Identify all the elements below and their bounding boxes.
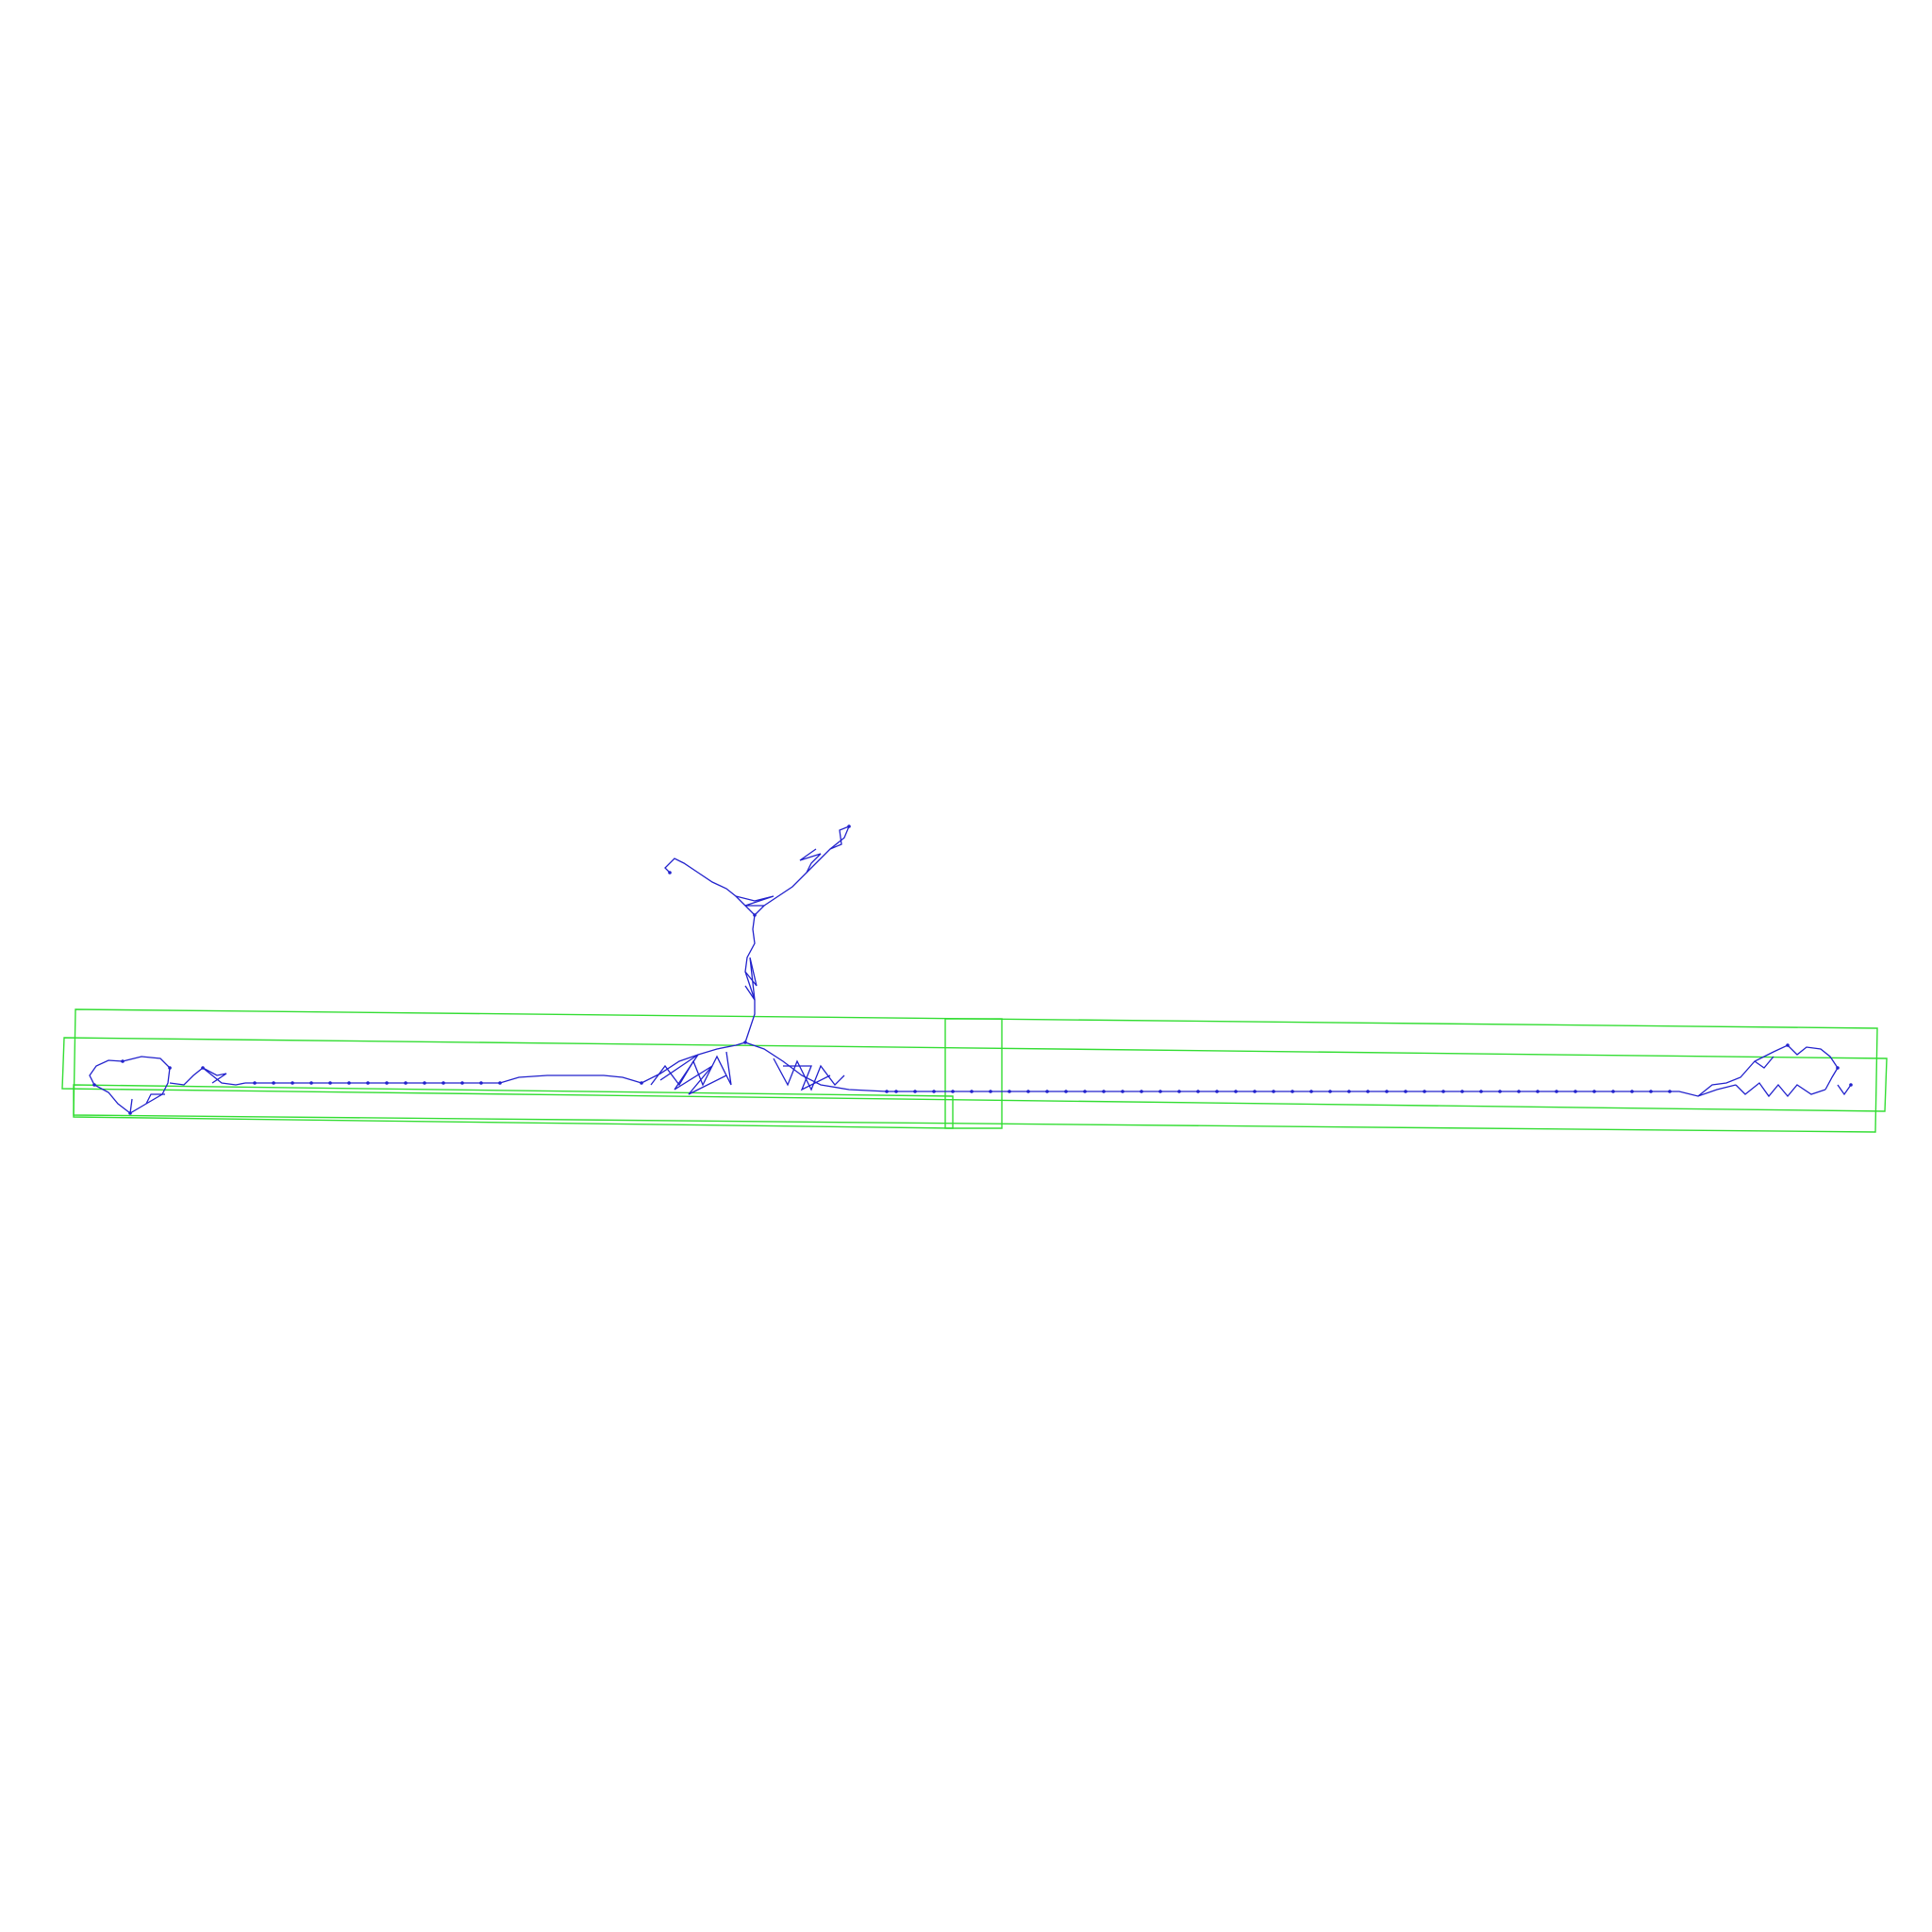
graph-node-16 bbox=[913, 1090, 917, 1093]
graph-edge-12 bbox=[783, 1065, 831, 1091]
graph-edge-10 bbox=[744, 1041, 888, 1092]
graph-node-58 bbox=[168, 1066, 172, 1070]
graph-node-60 bbox=[92, 1083, 96, 1087]
graph-edge-8 bbox=[650, 1051, 732, 1087]
graph-node-20 bbox=[989, 1090, 992, 1093]
graph-edges bbox=[89, 825, 1852, 1114]
graph-node-57 bbox=[121, 1059, 125, 1063]
graph-node-49 bbox=[1536, 1090, 1540, 1093]
graph-node-70 bbox=[885, 1090, 889, 1093]
graph-node-64 bbox=[668, 871, 672, 874]
graph-node-9 bbox=[404, 1081, 408, 1085]
bounding-box-1 bbox=[73, 1008, 1878, 1133]
bounding-box-2 bbox=[61, 1037, 1888, 1112]
graph-node-61 bbox=[201, 1066, 205, 1070]
graph-edge-21 bbox=[754, 825, 850, 916]
graph-nodes bbox=[92, 824, 1853, 1115]
graph-node-45 bbox=[1460, 1090, 1464, 1093]
graph-edge-18 bbox=[744, 914, 756, 1043]
graph-node-21 bbox=[1008, 1090, 1011, 1093]
graph-node-53 bbox=[1611, 1090, 1615, 1093]
graph-node-42 bbox=[1404, 1090, 1407, 1093]
graph-node-13 bbox=[479, 1081, 483, 1085]
graph-node-29 bbox=[1158, 1090, 1162, 1093]
graph-node-14 bbox=[498, 1081, 502, 1085]
graph-edge-4 bbox=[169, 1067, 246, 1086]
graph-edge-3 bbox=[129, 1098, 133, 1114]
graph-node-22 bbox=[1026, 1090, 1030, 1093]
graph-node-38 bbox=[1328, 1090, 1332, 1093]
graph-node-18 bbox=[951, 1090, 955, 1093]
graph-edge-16 bbox=[1754, 1056, 1774, 1069]
graph-node-51 bbox=[1574, 1090, 1577, 1093]
graph-node-67 bbox=[1836, 1066, 1840, 1070]
graph-node-35 bbox=[1272, 1090, 1275, 1093]
graph-node-25 bbox=[1083, 1090, 1087, 1093]
graph-node-34 bbox=[1253, 1090, 1257, 1093]
graph-node-23 bbox=[1045, 1090, 1049, 1093]
graph-node-6 bbox=[347, 1081, 351, 1085]
bounding-box-4 bbox=[73, 1084, 954, 1129]
graph-edge-15 bbox=[1735, 1082, 1826, 1098]
graph-node-10 bbox=[423, 1081, 426, 1085]
graph-node-63 bbox=[753, 913, 757, 917]
graph-node-68 bbox=[1849, 1083, 1853, 1087]
graph-node-5 bbox=[328, 1081, 332, 1085]
graph-node-43 bbox=[1423, 1090, 1426, 1093]
graph-edge-5 bbox=[202, 1067, 227, 1084]
bounding-box-3 bbox=[944, 1018, 1003, 1129]
graph-node-48 bbox=[1517, 1090, 1521, 1093]
graph-edge-14 bbox=[1697, 1044, 1839, 1097]
graph-node-39 bbox=[1347, 1090, 1351, 1093]
graph-node-24 bbox=[1064, 1090, 1068, 1093]
graph-node-47 bbox=[1498, 1090, 1502, 1093]
graph-node-50 bbox=[1555, 1090, 1558, 1093]
graph-node-3 bbox=[291, 1081, 294, 1085]
graph-node-19 bbox=[970, 1090, 974, 1093]
graph-node-12 bbox=[460, 1081, 464, 1085]
graph-node-17 bbox=[932, 1090, 936, 1093]
graph-node-54 bbox=[1630, 1090, 1634, 1093]
graph-node-62 bbox=[743, 1041, 747, 1044]
graph-node-33 bbox=[1234, 1090, 1238, 1093]
graph-node-7 bbox=[366, 1081, 370, 1085]
graph-node-52 bbox=[1592, 1090, 1596, 1093]
graph-node-31 bbox=[1196, 1090, 1200, 1093]
graph-edge-22 bbox=[735, 895, 774, 907]
graph-node-2 bbox=[272, 1081, 275, 1085]
graph-node-11 bbox=[441, 1081, 445, 1085]
graph-node-37 bbox=[1309, 1090, 1313, 1093]
graph-node-32 bbox=[1215, 1090, 1219, 1093]
graph-node-56 bbox=[1668, 1090, 1672, 1093]
graph-node-28 bbox=[1140, 1090, 1143, 1093]
graph-node-46 bbox=[1479, 1090, 1483, 1093]
graph-edge-19 bbox=[744, 957, 758, 1001]
graph-node-26 bbox=[1102, 1090, 1106, 1093]
bounding-boxes bbox=[61, 1008, 1888, 1133]
graph-node-15 bbox=[894, 1090, 898, 1093]
graph-edge-9 bbox=[659, 1054, 727, 1095]
graph-node-8 bbox=[385, 1081, 389, 1085]
graph-node-69 bbox=[640, 1081, 643, 1085]
graph-node-30 bbox=[1177, 1090, 1181, 1093]
graph-node-44 bbox=[1441, 1090, 1445, 1093]
graph-edge-24 bbox=[829, 825, 850, 850]
graph-node-40 bbox=[1366, 1090, 1370, 1093]
graph-edge-17 bbox=[1837, 1084, 1852, 1096]
graph-edge-20 bbox=[664, 858, 756, 916]
graph-edge-11 bbox=[773, 1058, 845, 1091]
graph-node-59 bbox=[128, 1111, 132, 1115]
graph-edge-23 bbox=[799, 848, 822, 874]
graph-node-66 bbox=[1786, 1043, 1790, 1047]
graph-edge-2 bbox=[145, 1093, 165, 1105]
graph-node-27 bbox=[1121, 1090, 1124, 1093]
graph-node-55 bbox=[1649, 1090, 1653, 1093]
graph-node-41 bbox=[1385, 1090, 1389, 1093]
graph-node-4 bbox=[309, 1081, 313, 1085]
graph-node-65 bbox=[847, 824, 851, 828]
graph-node-1 bbox=[253, 1081, 257, 1085]
graph-node-36 bbox=[1291, 1090, 1294, 1093]
